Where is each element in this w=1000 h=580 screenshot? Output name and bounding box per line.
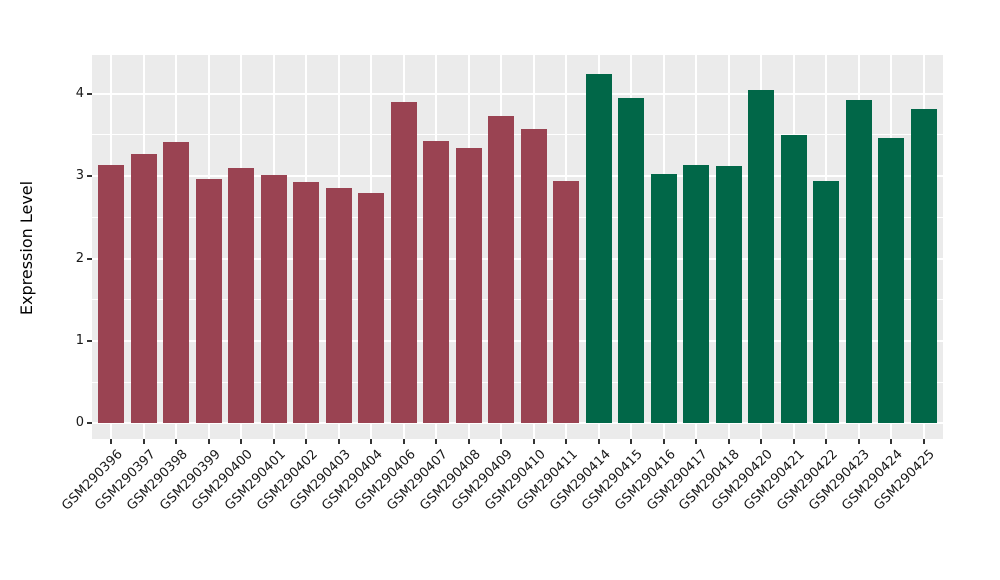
bar (878, 138, 905, 424)
bar (293, 181, 320, 424)
y-tick-label: 1 (75, 332, 84, 348)
y-tick-mark (87, 257, 92, 260)
bar (163, 142, 190, 424)
plot-panel (92, 55, 943, 439)
bar (520, 129, 547, 424)
x-tick-mark (110, 439, 113, 444)
x-tick-mark (792, 439, 795, 444)
bar (715, 166, 742, 424)
gridline-minor (92, 216, 943, 218)
gridline-major (92, 257, 943, 260)
bar (650, 173, 677, 424)
bar (748, 89, 775, 424)
y-tick-label: 4 (75, 85, 84, 101)
y-tick-label: 3 (75, 168, 84, 184)
x-tick-mark (435, 439, 438, 444)
bar (423, 140, 450, 424)
bar (585, 73, 612, 424)
bar (195, 178, 222, 424)
y-tick-label: 0 (75, 415, 84, 431)
gridline-minor (92, 299, 943, 301)
x-tick-mark (922, 439, 925, 444)
x-tick-mark (370, 439, 373, 444)
x-tick-mark (175, 439, 178, 444)
x-tick-mark (532, 439, 535, 444)
y-tick-mark (87, 422, 92, 425)
y-tick-mark (87, 175, 92, 178)
x-tick-mark (305, 439, 308, 444)
bar (455, 148, 482, 424)
x-tick-mark (857, 439, 860, 444)
x-tick-mark (597, 439, 600, 444)
bar (780, 134, 807, 424)
x-tick-mark (565, 439, 568, 444)
x-tick-mark (825, 439, 828, 444)
x-tick-mark (500, 439, 503, 444)
x-tick-mark (727, 439, 730, 444)
bar (553, 181, 580, 424)
bar (98, 164, 125, 424)
y-tick-label: 2 (75, 250, 84, 266)
bar (228, 167, 255, 424)
x-tick-mark (272, 439, 275, 444)
x-tick-mark (240, 439, 243, 444)
gridline-major (92, 339, 943, 342)
gridline-minor (92, 381, 943, 383)
x-tick-mark (630, 439, 633, 444)
x-tick-mark (207, 439, 210, 444)
bar (325, 188, 352, 424)
x-tick-mark (142, 439, 145, 444)
x-tick-mark (402, 439, 405, 444)
gridline-major (92, 92, 943, 95)
y-tick-mark (87, 339, 92, 342)
bar (845, 100, 872, 424)
bar (683, 165, 710, 424)
gridline-minor (92, 134, 943, 136)
bar (130, 153, 157, 424)
x-tick-mark (337, 439, 340, 444)
x-tick-mark (695, 439, 698, 444)
bar (390, 101, 417, 424)
x-tick-mark (467, 439, 470, 444)
y-axis-title: Expression Level (17, 180, 36, 316)
bar (260, 175, 287, 424)
x-tick-mark (890, 439, 893, 444)
x-tick-mark (662, 439, 665, 444)
gridline-major (92, 422, 943, 425)
y-tick-mark (87, 92, 92, 95)
bar (813, 181, 840, 424)
bar (488, 115, 515, 424)
gridline-major (92, 175, 943, 178)
bar (910, 108, 937, 424)
x-tick-mark (760, 439, 763, 444)
bar (358, 192, 385, 424)
bar (618, 97, 645, 424)
